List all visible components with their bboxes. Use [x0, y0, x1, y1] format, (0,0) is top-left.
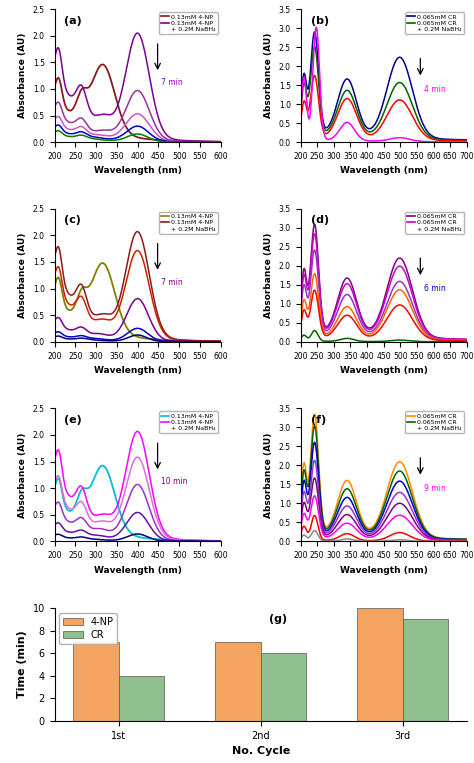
Legend: 0.13mM 4-NP, 0.13mM 4-NP, + 0.2M NaBH₄: 0.13mM 4-NP, 0.13mM 4-NP, + 0.2M NaBH₄ — [159, 411, 218, 433]
Y-axis label: Absorbance (AU): Absorbance (AU) — [18, 233, 27, 318]
Legend: 0.13mM 4-NP, 0.13mM 4-NP, + 0.2M NaBH₄: 0.13mM 4-NP, 0.13mM 4-NP, + 0.2M NaBH₄ — [159, 212, 218, 233]
X-axis label: Wavelength (nm): Wavelength (nm) — [340, 166, 428, 175]
Text: (a): (a) — [64, 16, 82, 26]
Bar — [357, 608, 403, 721]
Legend: 0.065mM CR, 0.065mM CR, + 0.2M NaBH₄: 0.065mM CR, 0.065mM CR, + 0.2M NaBH₄ — [405, 212, 464, 233]
Legend: 4-NP, CR: 4-NP, CR — [59, 613, 118, 643]
Legend: 0.065mM CR, 0.065mM CR, + 0.2M NaBH₄: 0.065mM CR, 0.065mM CR, + 0.2M NaBH₄ — [405, 411, 464, 433]
X-axis label: Wavelength (nm): Wavelength (nm) — [94, 565, 182, 575]
Y-axis label: Time (min): Time (min) — [17, 631, 27, 698]
Y-axis label: Absorbance (AU): Absorbance (AU) — [264, 432, 273, 517]
Text: (e): (e) — [64, 415, 82, 425]
Text: (f): (f) — [310, 415, 326, 425]
Text: 6 min: 6 min — [424, 285, 446, 293]
Legend: 0.065mM CR, 0.065mM CR, + 0.2M NaBH₄: 0.065mM CR, 0.065mM CR, + 0.2M NaBH₄ — [405, 12, 464, 34]
Bar — [215, 642, 261, 721]
Y-axis label: Absorbance (AU): Absorbance (AU) — [264, 33, 273, 118]
Text: (b): (b) — [310, 16, 328, 26]
Text: 9 min: 9 min — [424, 484, 446, 493]
Legend: 0.13mM 4-NP, 0.13mM 4-NP, + 0.2M NaBH₄: 0.13mM 4-NP, 0.13mM 4-NP, + 0.2M NaBH₄ — [159, 12, 218, 34]
Text: (c): (c) — [64, 215, 82, 225]
Y-axis label: Absorbance (AU): Absorbance (AU) — [18, 33, 27, 118]
Text: 10 min: 10 min — [161, 477, 187, 486]
X-axis label: No. Cycle: No. Cycle — [232, 746, 290, 756]
Bar — [118, 676, 164, 721]
X-axis label: Wavelength (nm): Wavelength (nm) — [94, 366, 182, 375]
X-axis label: Wavelength (nm): Wavelength (nm) — [340, 366, 428, 375]
Bar — [403, 620, 448, 721]
Bar — [261, 653, 306, 721]
Text: 7 min: 7 min — [161, 278, 182, 287]
X-axis label: Wavelength (nm): Wavelength (nm) — [340, 565, 428, 575]
Text: (d): (d) — [310, 215, 328, 225]
Text: (g): (g) — [269, 613, 287, 623]
Bar — [73, 642, 118, 721]
X-axis label: Wavelength (nm): Wavelength (nm) — [94, 166, 182, 175]
Y-axis label: Absorbance (AU): Absorbance (AU) — [18, 432, 27, 517]
Text: 4 min: 4 min — [424, 85, 446, 94]
Y-axis label: Absorbance (AU): Absorbance (AU) — [264, 233, 273, 318]
Text: 7 min: 7 min — [161, 78, 182, 87]
